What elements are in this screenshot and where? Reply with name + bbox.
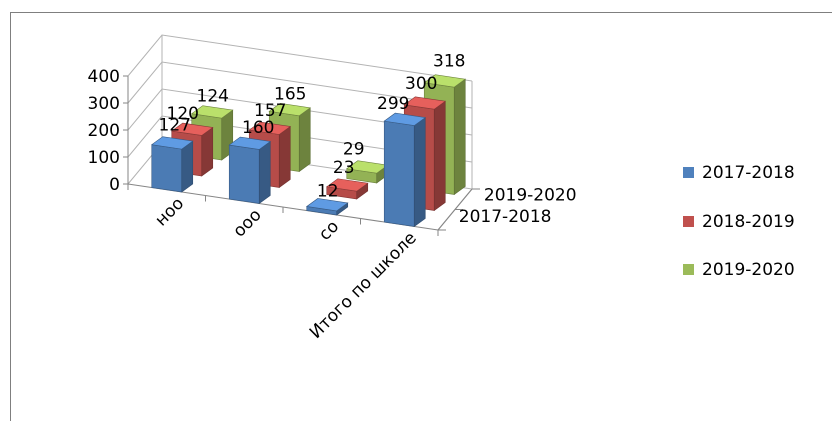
legend-label: 2017-2018 (702, 163, 795, 183)
data-label: 23 (333, 158, 355, 178)
data-label: 12 (317, 181, 339, 201)
legend-swatch (683, 216, 694, 227)
bar-top (403, 96, 447, 110)
depth-axis-label: 2019-2020 (484, 185, 577, 205)
data-label: 29 (343, 140, 365, 160)
bar-top (248, 121, 292, 135)
bar-top (325, 178, 369, 192)
bar-side (453, 78, 466, 196)
bar-top (305, 198, 349, 212)
y-axis: 0 100 200 300 400 (88, 67, 129, 195)
data-label: 299 (377, 94, 409, 114)
bar (228, 144, 260, 204)
bar-side (433, 100, 446, 212)
bar-side (278, 125, 291, 189)
bar-top (170, 122, 214, 136)
data-label: 127 (159, 116, 191, 136)
legend: 2017-2018 2018-2019 2019-2020 (683, 163, 795, 280)
chart-frame (10, 12, 832, 421)
bars (150, 74, 467, 228)
legend-swatch (683, 264, 694, 275)
x-tick-label: ноо (151, 194, 188, 231)
data-label: 157 (254, 101, 286, 121)
data-labels: 124 165 29 318 120 157 23 300 127 160 12 299 (159, 52, 466, 202)
bar (383, 120, 415, 227)
data-label: 300 (405, 74, 437, 94)
bar-top (190, 105, 234, 119)
y-tick-label: 400 (88, 67, 120, 87)
y-tick-label: 200 (88, 121, 120, 141)
y-tick-label: 0 (109, 175, 120, 195)
bar-top (228, 136, 272, 150)
bar-top (150, 136, 194, 150)
bar (151, 144, 183, 193)
bar-top (423, 74, 467, 88)
data-label: 120 (167, 104, 199, 124)
x-tick-label: ооо (229, 205, 265, 241)
x-tick-label: со (315, 217, 343, 245)
data-label: 124 (197, 87, 229, 107)
depth-axis-label: 2017-2018 (459, 207, 552, 227)
bar-side (181, 140, 194, 193)
bar-side (201, 126, 214, 177)
bar-side (298, 107, 311, 173)
bar-side (258, 140, 271, 205)
legend-swatch (683, 167, 694, 178)
data-label: 318 (433, 52, 465, 72)
data-label: 165 (274, 84, 306, 104)
y-tick-label: 100 (88, 148, 120, 168)
bar-side (413, 116, 426, 228)
legend-label: 2018-2019 (702, 212, 795, 232)
bar-top (268, 103, 312, 117)
bar-top (383, 112, 427, 126)
legend-label: 2019-2020 (702, 260, 795, 280)
data-label: 160 (242, 118, 274, 138)
x-tick-label: Итого по школе (306, 228, 421, 343)
y-tick-label: 300 (88, 94, 120, 114)
